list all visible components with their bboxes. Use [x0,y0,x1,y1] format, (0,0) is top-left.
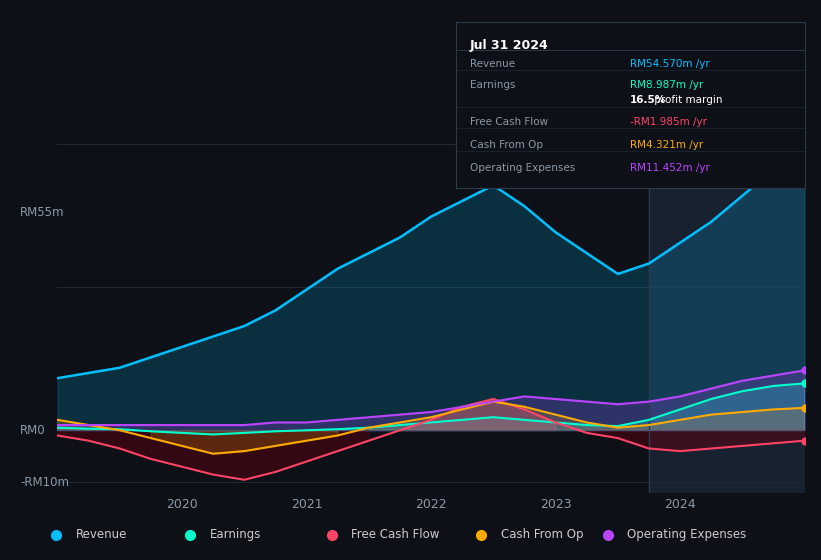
Bar [649,118,805,493]
Text: Cash From Op: Cash From Op [470,139,543,150]
Text: RM4.321m /yr: RM4.321m /yr [631,139,704,150]
Text: -RM1.985m /yr: -RM1.985m /yr [631,116,707,127]
Text: 16.5%: 16.5% [631,95,667,105]
Text: RM11.452m /yr: RM11.452m /yr [631,163,710,173]
Text: Revenue: Revenue [470,59,515,69]
Text: RM55m: RM55m [21,206,65,219]
Text: RM8.987m /yr: RM8.987m /yr [631,80,704,90]
Text: RM54.570m /yr: RM54.570m /yr [631,59,710,69]
Text: Cash From Op: Cash From Op [501,528,584,542]
Text: RM0: RM0 [21,424,46,437]
Text: -RM10m: -RM10m [21,476,69,489]
Text: Free Cash Flow: Free Cash Flow [470,116,548,127]
Text: Operating Expenses: Operating Expenses [470,163,575,173]
Text: Jul 31 2024: Jul 31 2024 [470,39,548,52]
Text: Operating Expenses: Operating Expenses [627,528,746,542]
Text: Free Cash Flow: Free Cash Flow [351,528,440,542]
Text: Earnings: Earnings [209,528,261,542]
Text: Earnings: Earnings [470,80,515,90]
Text: profit margin: profit margin [651,95,722,105]
Text: Revenue: Revenue [76,528,127,542]
